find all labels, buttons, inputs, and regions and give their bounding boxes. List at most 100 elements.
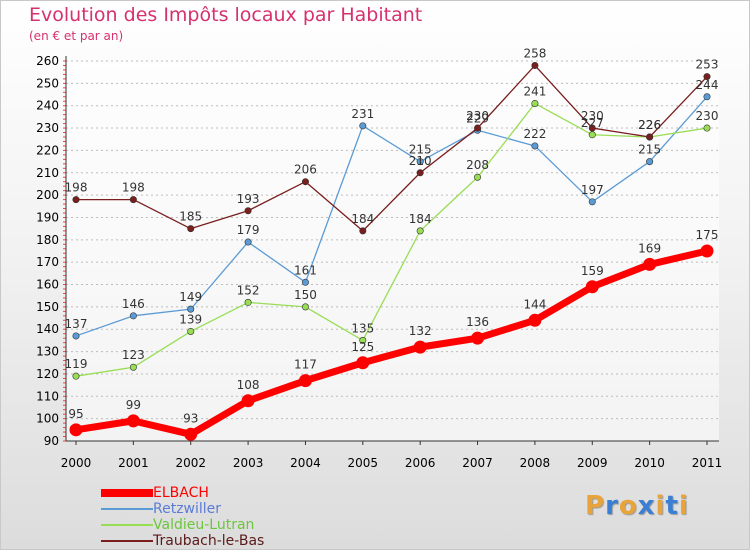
data-point-elbach: [241, 394, 255, 408]
data-point-elbach: [413, 340, 427, 354]
x-tick-label: 2002: [175, 456, 206, 470]
legend-swatch: [101, 540, 153, 542]
data-point-elbach: [471, 331, 485, 345]
y-tick-label: 230: [36, 121, 59, 135]
x-tick-label: 2000: [61, 456, 92, 470]
data-point-valdieu-lutran: [244, 298, 252, 306]
x-tick-label: 2003: [233, 456, 264, 470]
data-point-traubach-le-bas: [301, 178, 309, 186]
series-line-valdieu-lutran: [75, 102, 708, 377]
data-point-traubach-le-bas: [646, 133, 654, 141]
data-label-traubach-le-bas: 184: [351, 212, 374, 226]
data-point-elbach: [528, 313, 542, 327]
legend-swatch: [101, 489, 153, 497]
data-label-traubach-le-bas: 230: [466, 109, 489, 123]
data-point-traubach-le-bas: [416, 169, 424, 177]
data-label-valdieu-lutran: 119: [65, 357, 88, 371]
data-point-retzwiller: [72, 332, 80, 340]
data-label-elbach: 108: [237, 378, 260, 392]
data-point-traubach-le-bas: [703, 73, 711, 81]
data-label-valdieu-lutran: 227: [581, 116, 604, 130]
series-line-traubach-le-bas: [75, 64, 708, 232]
x-tick-label: 2011: [692, 456, 723, 470]
data-point-elbach: [700, 244, 714, 258]
data-label-elbach: 175: [696, 228, 719, 242]
data-point-retzwiller: [646, 158, 654, 166]
data-label-valdieu-lutran: 139: [179, 312, 202, 326]
data-label-retzwiller: 244: [696, 78, 719, 92]
x-tick-label: 2009: [577, 456, 608, 470]
logo-letter: i: [655, 491, 666, 521]
data-point-traubach-le-bas: [244, 207, 252, 215]
data-label-retzwiller: 231: [351, 107, 374, 121]
data-label-traubach-le-bas: 193: [237, 192, 260, 206]
data-point-traubach-le-bas: [531, 61, 539, 69]
legend-label: Retzwiller: [153, 501, 222, 517]
x-tick-label: 2001: [118, 456, 149, 470]
series-line-retzwiller: [75, 96, 708, 337]
y-tick-label: 140: [36, 322, 59, 336]
y-tick-label: 250: [36, 76, 59, 90]
data-point-traubach-le-bas: [72, 196, 80, 204]
data-label-valdieu-lutran: 123: [122, 348, 145, 362]
y-tick-label: 110: [36, 389, 59, 403]
data-label-traubach-le-bas: 210: [409, 154, 432, 168]
data-point-retzwiller: [187, 305, 195, 313]
data-label-elbach: 136: [466, 315, 489, 329]
y-tick-label: 240: [36, 99, 59, 113]
y-tick-label: 90: [44, 434, 59, 448]
legend-item-valdieu-lutran: Valdieu-Lutran: [101, 517, 264, 533]
data-point-elbach: [298, 374, 312, 388]
logo-letter: i: [678, 491, 689, 521]
data-label-elbach: 144: [523, 297, 546, 311]
data-label-traubach-le-bas: 185: [179, 210, 202, 224]
y-tick-label: 200: [36, 188, 59, 202]
data-point-traubach-le-bas: [187, 225, 195, 233]
legend: ELBACH Retzwiller Valdieu-Lutran Traubach-l…: [101, 485, 264, 549]
y-tick-label: 210: [36, 166, 59, 180]
data-label-valdieu-lutran: 208: [466, 158, 489, 172]
data-label-valdieu-lutran: 135: [351, 321, 374, 335]
data-point-valdieu-lutran: [72, 372, 80, 380]
logo-letter: t: [665, 491, 679, 521]
data-label-elbach: 169: [638, 241, 661, 255]
data-label-elbach: 95: [68, 407, 83, 421]
data-point-elbach: [69, 423, 83, 437]
y-tick-label: 130: [36, 345, 59, 359]
data-label-valdieu-lutran: 230: [696, 109, 719, 123]
y-tick-label: 160: [36, 278, 59, 292]
data-point-retzwiller: [244, 238, 252, 246]
legend-label: ELBACH: [153, 485, 209, 501]
data-label-retzwiller: 197: [581, 183, 604, 197]
data-point-traubach-le-bas: [474, 124, 482, 132]
data-point-valdieu-lutran: [588, 131, 596, 139]
legend-label: Traubach-le-Bas: [153, 533, 265, 549]
x-tick-label: 2008: [520, 456, 551, 470]
logo-letter: r: [605, 491, 619, 521]
data-label-retzwiller: 146: [122, 297, 145, 311]
data-label-traubach-le-bas: 253: [696, 58, 719, 72]
proxiti-logo: Proxiti: [585, 491, 689, 521]
y-tick-label: 220: [36, 143, 59, 157]
data-point-retzwiller: [531, 142, 539, 150]
y-tick-label: 100: [36, 412, 59, 426]
data-label-traubach-le-bas: 198: [122, 181, 145, 195]
x-tick-label: 2004: [290, 456, 321, 470]
data-point-elbach: [126, 414, 140, 428]
data-label-retzwiller: 179: [237, 223, 260, 237]
data-label-elbach: 99: [126, 398, 141, 412]
data-label-traubach-le-bas: 206: [294, 163, 317, 177]
data-point-traubach-le-bas: [129, 196, 137, 204]
data-label-retzwiller: 137: [65, 317, 88, 331]
data-point-valdieu-lutran: [129, 363, 137, 371]
data-label-valdieu-lutran: 152: [237, 283, 260, 297]
data-label-retzwiller: 149: [179, 290, 202, 304]
data-label-valdieu-lutran: 226: [638, 118, 661, 132]
data-point-retzwiller: [703, 93, 711, 101]
chart-subtitle: (en € et par an): [29, 29, 124, 43]
legend-item-retzwiller: Retzwiller: [101, 501, 264, 517]
data-label-traubach-le-bas: 230: [581, 109, 604, 123]
data-point-retzwiller: [129, 312, 137, 320]
x-tick-label: 2005: [348, 456, 379, 470]
